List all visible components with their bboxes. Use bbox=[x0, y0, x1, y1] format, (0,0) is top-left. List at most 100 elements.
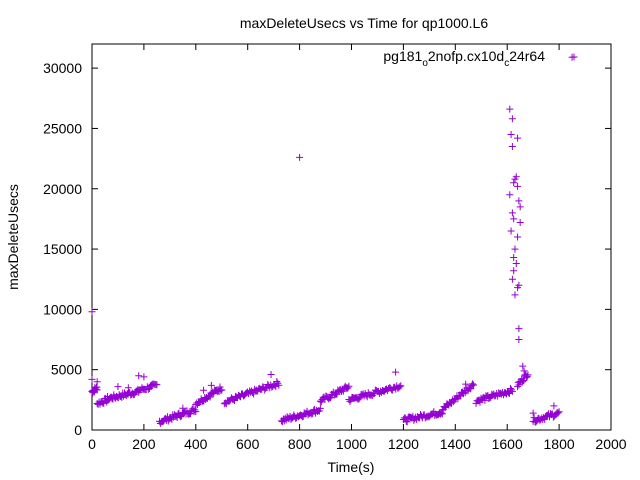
x-tick-label: 0 bbox=[88, 436, 96, 452]
data-point bbox=[397, 382, 405, 390]
y-tick-label: 30000 bbox=[43, 60, 82, 76]
legend-label-subscript: c bbox=[504, 58, 509, 69]
data-point bbox=[570, 53, 578, 61]
chart-title: maxDeleteUsecs vs Time for qp1000.L6 bbox=[240, 15, 488, 31]
data-point bbox=[177, 413, 185, 421]
data-point bbox=[469, 381, 477, 389]
data-point bbox=[93, 378, 101, 386]
data-point bbox=[512, 260, 520, 268]
y-tick-label: 5000 bbox=[51, 362, 82, 378]
data-point bbox=[555, 408, 563, 416]
x-tick-label: 400 bbox=[184, 436, 208, 452]
data-point bbox=[200, 397, 208, 405]
legend-label-part: pg181 bbox=[383, 48, 422, 64]
data-point bbox=[510, 215, 518, 223]
data-point bbox=[93, 386, 101, 394]
data-point bbox=[344, 384, 352, 392]
data-point bbox=[267, 371, 275, 379]
y-tick-label: 15000 bbox=[43, 241, 82, 257]
data-point bbox=[515, 325, 523, 333]
data-point bbox=[506, 105, 514, 113]
data-point bbox=[524, 371, 532, 379]
data-point bbox=[512, 173, 520, 181]
data-point bbox=[516, 203, 524, 211]
data-point bbox=[396, 383, 404, 391]
data-point bbox=[506, 191, 514, 199]
series-points bbox=[88, 53, 576, 428]
data-point bbox=[529, 409, 537, 417]
data-point bbox=[508, 209, 516, 217]
data-point bbox=[516, 219, 524, 227]
plot-frame bbox=[91, 43, 612, 431]
x-tick-label: 800 bbox=[288, 436, 312, 452]
data-point bbox=[275, 381, 283, 389]
data-point bbox=[153, 381, 161, 389]
data-point bbox=[515, 336, 523, 344]
data-point bbox=[88, 375, 96, 383]
data-point bbox=[447, 399, 455, 407]
data-point bbox=[135, 372, 143, 380]
data-point bbox=[541, 415, 549, 423]
data-point bbox=[144, 385, 152, 393]
legend-label-part: 24r64 bbox=[509, 48, 545, 64]
data-point bbox=[510, 179, 518, 187]
data-point bbox=[88, 308, 96, 316]
data-point bbox=[392, 368, 400, 376]
data-point bbox=[140, 373, 148, 381]
data-point bbox=[346, 397, 354, 405]
data-point bbox=[508, 115, 516, 123]
x-tick-label: 1200 bbox=[388, 436, 419, 452]
x-tick-label: 1600 bbox=[492, 436, 523, 452]
data-point bbox=[481, 396, 489, 404]
data-point bbox=[192, 408, 200, 416]
data-point bbox=[218, 386, 226, 394]
data-point bbox=[296, 153, 304, 161]
data-point bbox=[523, 372, 531, 380]
data-point bbox=[530, 414, 538, 422]
data-point bbox=[118, 393, 126, 401]
legend-label: pg181o2nofp.cx10dc24r64 bbox=[383, 48, 545, 69]
x-axis: 0 200 400 600 800 1000 1200 1400 1600 1800 2000 bbox=[88, 44, 627, 452]
x-tick-label: 1000 bbox=[336, 436, 367, 452]
data-point bbox=[179, 404, 187, 412]
x-axis-title: Time(s) bbox=[328, 459, 375, 475]
data-point bbox=[469, 380, 477, 388]
data-point bbox=[519, 362, 527, 370]
data-point bbox=[514, 383, 522, 391]
data-point bbox=[507, 227, 515, 235]
data-point bbox=[508, 387, 516, 395]
data-point bbox=[462, 380, 470, 388]
data-point bbox=[520, 367, 528, 375]
data-point bbox=[550, 402, 558, 410]
y-axis: 0 5000 10000 15000 20000 25000 30000 bbox=[43, 60, 611, 438]
x-tick-label: 1800 bbox=[544, 436, 575, 452]
data-point bbox=[511, 291, 519, 299]
data-point bbox=[510, 267, 518, 275]
data-point bbox=[308, 410, 316, 418]
x-tick-label: 200 bbox=[132, 436, 156, 452]
data-point bbox=[507, 386, 515, 394]
data-point bbox=[200, 386, 208, 394]
x-tick-label: 1400 bbox=[440, 436, 471, 452]
data-point bbox=[345, 382, 353, 390]
data-point bbox=[207, 381, 215, 389]
y-tick-label: 10000 bbox=[43, 301, 82, 317]
data-point bbox=[508, 275, 516, 283]
legend-label-part: 2nofp.cx10d bbox=[428, 48, 504, 64]
data-point bbox=[206, 393, 214, 401]
x-tick-label: 2000 bbox=[595, 436, 626, 452]
data-point bbox=[133, 387, 141, 395]
data-point bbox=[355, 395, 363, 403]
y-tick-label: 20000 bbox=[43, 181, 82, 197]
data-point bbox=[216, 383, 224, 391]
data-point bbox=[514, 134, 522, 142]
data-point bbox=[403, 418, 411, 426]
data-point bbox=[507, 130, 515, 138]
y-tick-label: 0 bbox=[74, 422, 82, 438]
legend-marker bbox=[570, 53, 578, 61]
data-point bbox=[511, 245, 519, 253]
data-point bbox=[554, 409, 562, 417]
data-point bbox=[508, 143, 516, 151]
legend: pg181o2nofp.cx10dc24r64 bbox=[383, 48, 578, 69]
